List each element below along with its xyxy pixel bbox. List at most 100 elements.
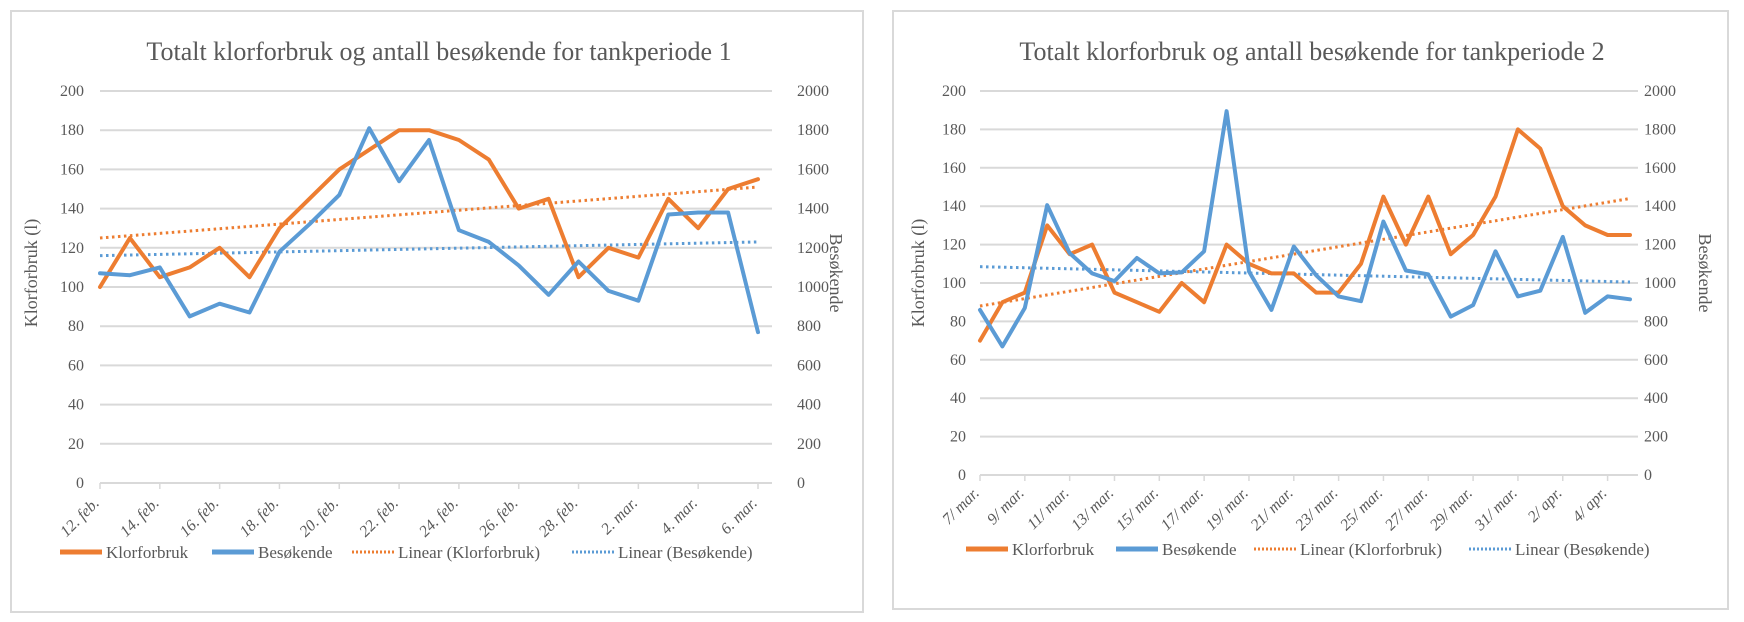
y2-tick-label: 1600 <box>797 161 829 178</box>
chart-1-svg: Totalt klorforbruk og antall besøkende f… <box>21 37 846 562</box>
chart-2-y2-axis-title: Besøkende <box>1695 234 1715 313</box>
y2-tick-label: 2000 <box>1644 83 1676 100</box>
y2-tick-label: 800 <box>1644 313 1668 330</box>
x-tick-label: 9/ mar. <box>984 485 1027 528</box>
chart-1-x-ticks: 12. feb. 14. feb. 16. feb. 18. feb. 20. feb.… <box>57 483 761 540</box>
y-tick-label: 20 <box>68 436 84 453</box>
chart-2-series <box>978 109 1632 349</box>
y-tick-label: 180 <box>60 122 84 139</box>
chart-1-y2-axis-title: Besøkende <box>826 234 846 313</box>
y2-tick-label: 0 <box>1644 467 1652 484</box>
legend-label: Besøkende <box>258 543 333 562</box>
x-tick-label: 21/ mar. <box>1248 485 1297 534</box>
chart-1-series <box>98 126 760 335</box>
chart-2-x-ticks: 7/ mar. 9/ mar.11/ mar.13/ mar.15/ mar.17… <box>939 475 1610 535</box>
y2-tick-label: 200 <box>1644 429 1668 446</box>
x-tick-label: 19/ mar. <box>1203 485 1252 534</box>
x-tick-label: 20. feb. <box>296 495 342 541</box>
y-tick-label: 100 <box>60 279 84 296</box>
y2-tick-label: 1200 <box>1644 237 1676 254</box>
y-tick-label: 60 <box>68 357 84 374</box>
y2-tick-label: 400 <box>1644 390 1668 407</box>
legend-label: Linear (Klorforbruk) <box>398 543 540 562</box>
chart-2-gridlines <box>980 90 1638 476</box>
x-tick-label: 23/ mar. <box>1292 485 1341 534</box>
x-tick-label: 2/ apr. <box>1525 485 1566 526</box>
x-tick-label: 29/ mar. <box>1427 485 1476 534</box>
y-tick-label: 160 <box>60 161 84 178</box>
x-tick-label: 24. feb. <box>416 495 462 541</box>
chart-1-gridlines <box>100 90 772 484</box>
x-tick-label: 15/ mar. <box>1113 485 1162 534</box>
x-tick-label: 4. mar. <box>658 495 701 538</box>
y2-tick-label: 600 <box>1644 352 1668 369</box>
trendline-klorforbruk <box>99 185 759 240</box>
y2-tick-label: 200 <box>797 436 821 453</box>
y-tick-label: 120 <box>942 237 966 254</box>
y2-tick-label: 2000 <box>797 83 829 100</box>
y2-tick-label: 1800 <box>1644 121 1676 138</box>
y-tick-label: 40 <box>950 390 966 407</box>
y-tick-label: 0 <box>76 475 84 492</box>
x-tick-label: 13/ mar. <box>1068 485 1117 534</box>
y-tick-label: 80 <box>950 313 966 330</box>
x-tick-label: 2. mar. <box>598 495 641 538</box>
x-tick-label: 22. feb. <box>356 495 402 541</box>
chart-1-y2-ticks: 0 200 400 600 800 1000 1200 1400 1600 1800 2000 <box>797 83 829 492</box>
y-tick-label: 60 <box>950 352 966 369</box>
y2-tick-label: 1400 <box>1644 198 1676 215</box>
x-tick-label: 26. feb. <box>476 495 522 541</box>
x-tick-label: 11/ mar. <box>1024 485 1072 533</box>
chart-1-panel: Totalt klorforbruk og antall besøkende f… <box>10 10 864 613</box>
y-tick-label: 100 <box>942 275 966 292</box>
chart-2-legend: Klorforbruk Besøkende Linear (Klorforbruk)… <box>966 540 1650 559</box>
y-tick-label: 20 <box>950 429 966 446</box>
legend-label: Besøkende <box>1162 540 1237 559</box>
x-tick-label: 14. feb. <box>117 495 163 541</box>
chart-1-title: Totalt klorforbruk og antall besøkende f… <box>146 37 731 66</box>
chart-1-legend: Klorforbruk Besøkende Linear (Klorforbruk)… <box>60 543 753 562</box>
y2-tick-label: 600 <box>797 357 821 374</box>
x-tick-label: 12. feb. <box>57 495 103 541</box>
y2-tick-label: 1000 <box>1644 275 1676 292</box>
series-line-klorforbruk <box>98 128 760 289</box>
x-tick-label: 16. feb. <box>177 495 223 541</box>
x-tick-label: 17/ mar. <box>1158 485 1207 534</box>
chart-2-y-ticks: 0 20 40 60 80 100 120 140 160 180 200 <box>942 83 966 484</box>
y-tick-label: 120 <box>60 240 84 257</box>
legend-label: Klorforbruk <box>1012 540 1095 559</box>
legend-label: Linear (Besøkende) <box>1515 540 1650 559</box>
trendline-besokende <box>979 265 1631 284</box>
y-tick-label: 140 <box>60 201 84 218</box>
y-tick-label: 0 <box>958 467 966 484</box>
x-tick-label: 4/ apr. <box>1569 485 1610 526</box>
chart-2-svg: Totalt klorforbruk og antall besøkende f… <box>908 37 1715 559</box>
y-tick-label: 80 <box>68 318 84 335</box>
y2-tick-label: 0 <box>797 475 805 492</box>
x-tick-label: 18. feb. <box>237 495 283 541</box>
y2-tick-label: 1000 <box>797 279 829 296</box>
chart-1-y-ticks: 0 20 40 60 80 100 120 140 160 180 200 <box>60 83 84 492</box>
x-tick-label: 25/ mar. <box>1337 485 1386 534</box>
x-tick-label: 6. mar. <box>718 495 761 538</box>
x-tick-label: 7/ mar. <box>939 485 982 528</box>
x-tick-label: 27/ mar. <box>1382 485 1431 534</box>
y2-tick-label: 800 <box>797 318 821 335</box>
y-tick-label: 140 <box>942 198 966 215</box>
series-line-besokende <box>98 126 760 335</box>
y-tick-label: 200 <box>942 83 966 100</box>
y-tick-label: 180 <box>942 121 966 138</box>
chart-2-y2-ticks: 0 200 400 600 800 1000 1200 1400 1600 1800 2000 <box>1644 83 1676 484</box>
y2-tick-label: 1600 <box>1644 160 1676 177</box>
x-tick-label: 31/ mar. <box>1471 485 1521 535</box>
y-tick-label: 160 <box>942 160 966 177</box>
legend-label: Linear (Klorforbruk) <box>1300 540 1442 559</box>
legend-label: Klorforbruk <box>106 543 189 562</box>
chart-2-panel: Totalt klorforbruk og antall besøkende f… <box>892 10 1729 610</box>
legend-label: Linear (Besøkende) <box>618 543 753 562</box>
chart-1-y-axis-title: Klorforbruk (l) <box>21 219 42 327</box>
chart-2-title: Totalt klorforbruk og antall besøkende f… <box>1019 37 1604 66</box>
y2-tick-label: 1800 <box>797 122 829 139</box>
y-tick-label: 40 <box>68 397 84 414</box>
x-tick-label: 28. feb. <box>536 495 582 541</box>
